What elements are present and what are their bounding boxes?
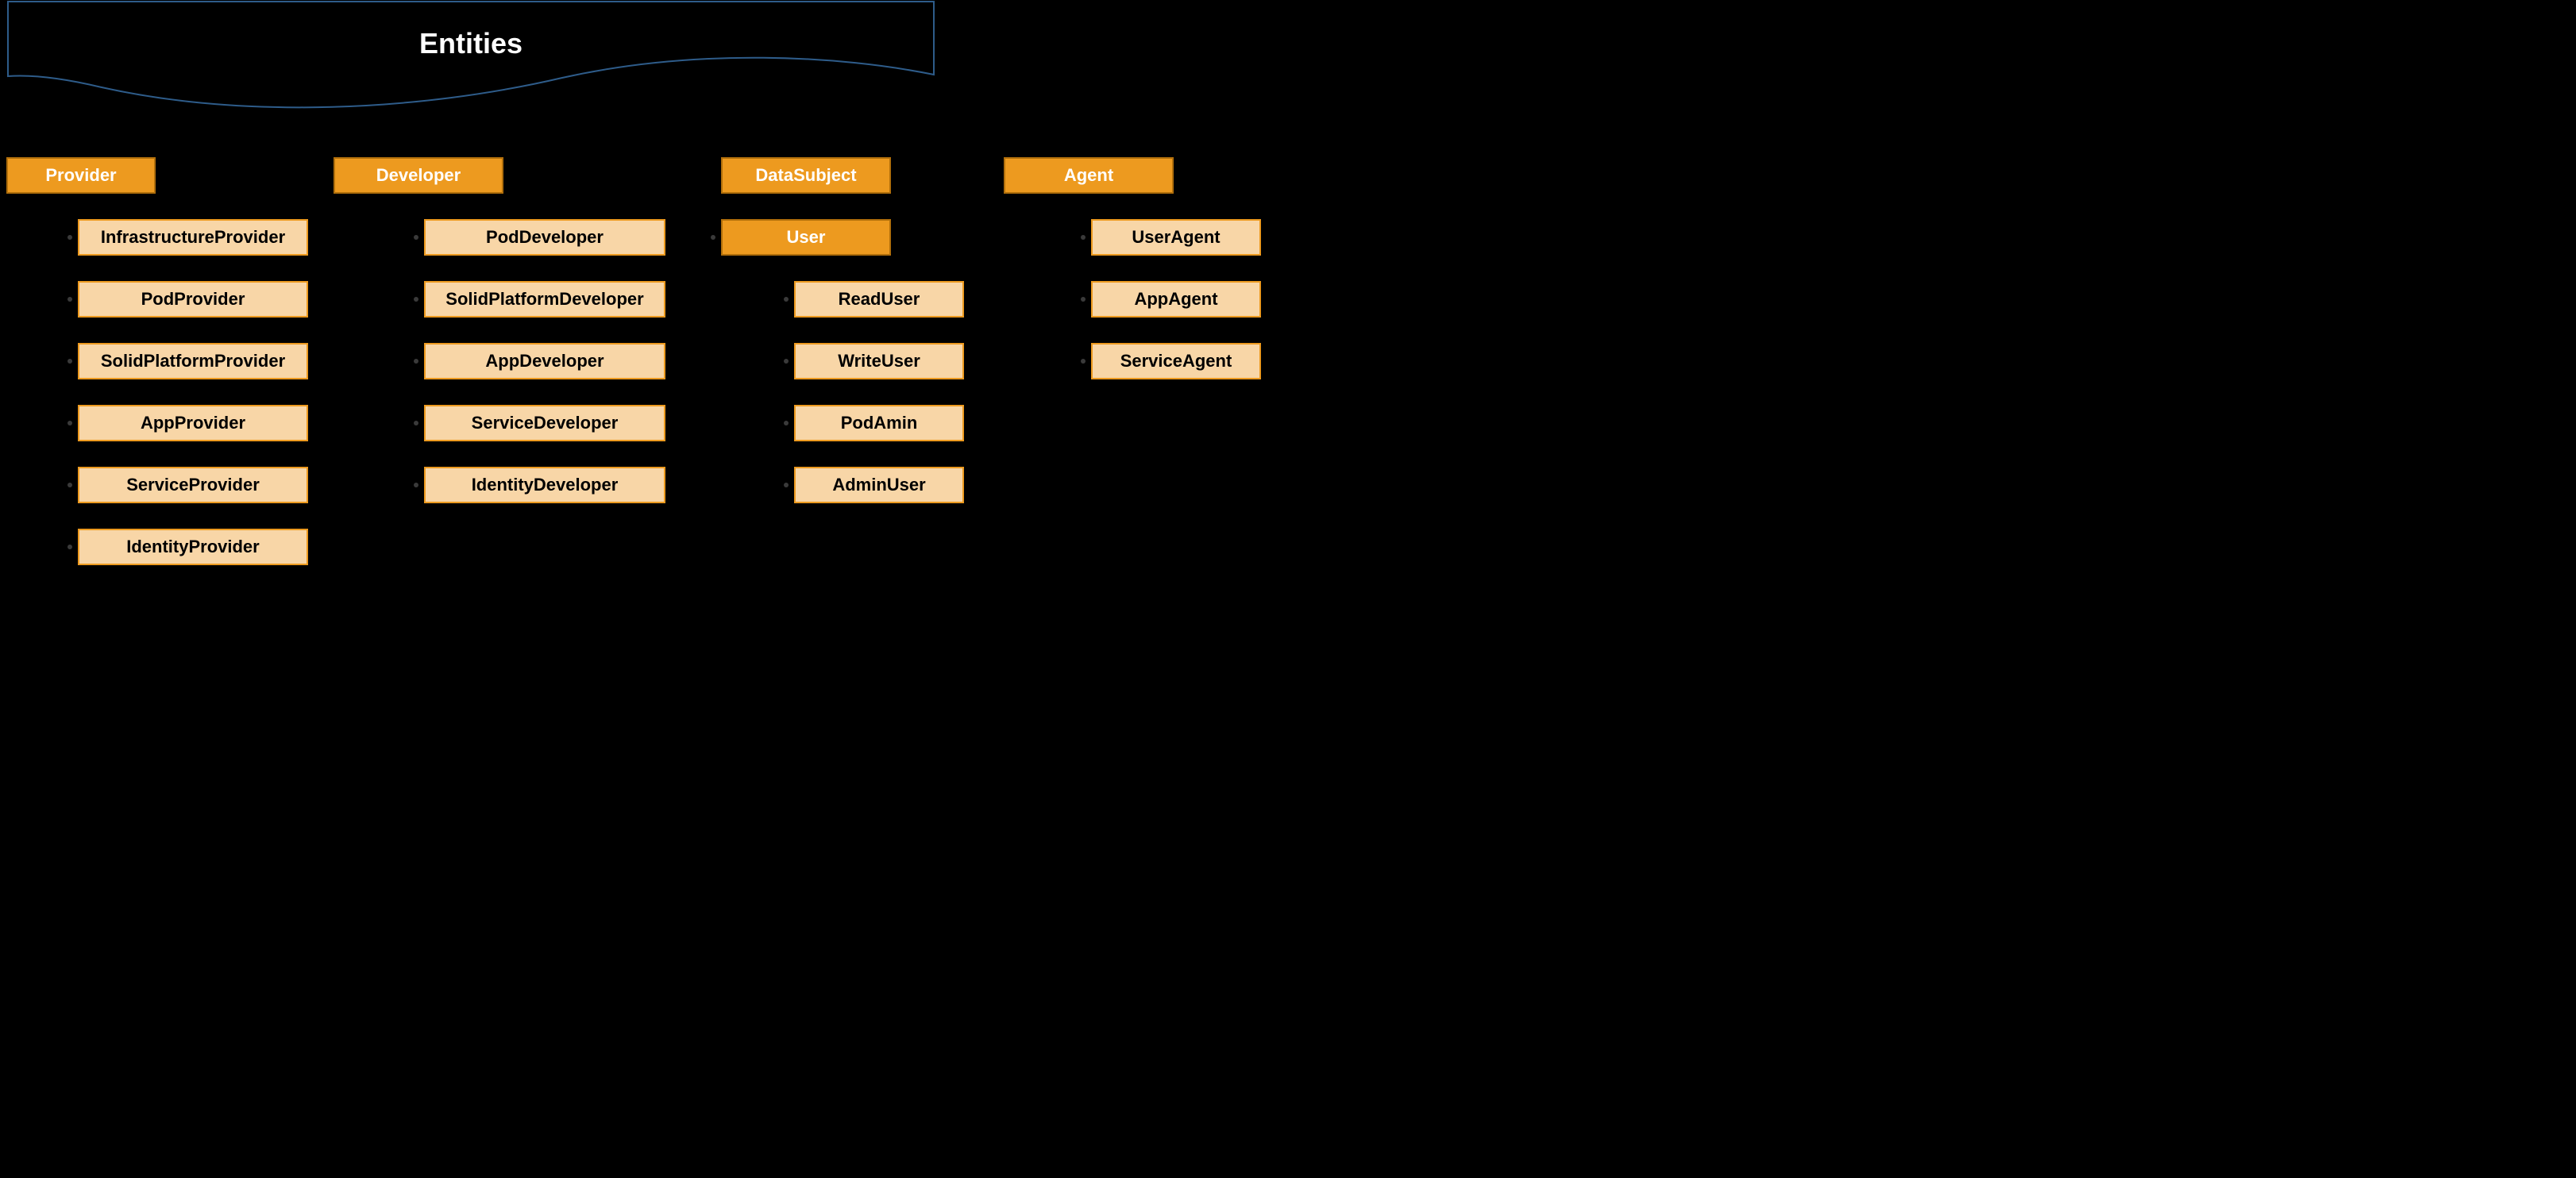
node-servicedeveloper: ServiceDeveloper [424,405,665,441]
node-serviceagent: ServiceAgent [1091,343,1261,379]
header-user: User [721,219,891,256]
node-solidplatformdeveloper: SolidPlatformDeveloper [424,281,665,318]
banner-wave: Entities [6,0,935,111]
connector-dot [67,483,72,487]
connector-dot [67,421,72,425]
connector-dot [784,483,789,487]
node-solidplatformprovider: SolidPlatformProvider [78,343,308,379]
node-podprovider: PodProvider [78,281,308,318]
banner-title: Entities [6,27,935,60]
connector-dot [67,359,72,364]
connector-dot [784,421,789,425]
node-infrastructureprovider: InfrastructureProvider [78,219,308,256]
connector-dot [784,359,789,364]
header-agent: Agent [1004,157,1174,194]
connector-dot [414,483,418,487]
connector-dot [414,359,418,364]
header-datasubject: DataSubject [721,157,891,194]
connector-dot [67,297,72,302]
connector-dot [711,235,715,240]
connector-dot [67,235,72,240]
node-adminuser: AdminUser [794,467,964,503]
node-useragent: UserAgent [1091,219,1261,256]
node-appprovider: AppProvider [78,405,308,441]
node-appagent: AppAgent [1091,281,1261,318]
node-serviceprovider: ServiceProvider [78,467,308,503]
connector-dot [1081,359,1086,364]
connector-dot [414,421,418,425]
node-identitydeveloper: IdentityDeveloper [424,467,665,503]
connector-dot [1081,235,1086,240]
node-readuser: ReadUser [794,281,964,318]
header-developer: Developer [334,157,503,194]
node-podamin: PodAmin [794,405,964,441]
node-identityprovider: IdentityProvider [78,529,308,565]
connector-dot [414,235,418,240]
connector-dot [67,545,72,549]
connector-dot [414,297,418,302]
header-provider: Provider [6,157,156,194]
node-poddeveloper: PodDeveloper [424,219,665,256]
node-writeuser: WriteUser [794,343,964,379]
node-appdeveloper: AppDeveloper [424,343,665,379]
connector-dot [784,297,789,302]
connector-dot [1081,297,1086,302]
